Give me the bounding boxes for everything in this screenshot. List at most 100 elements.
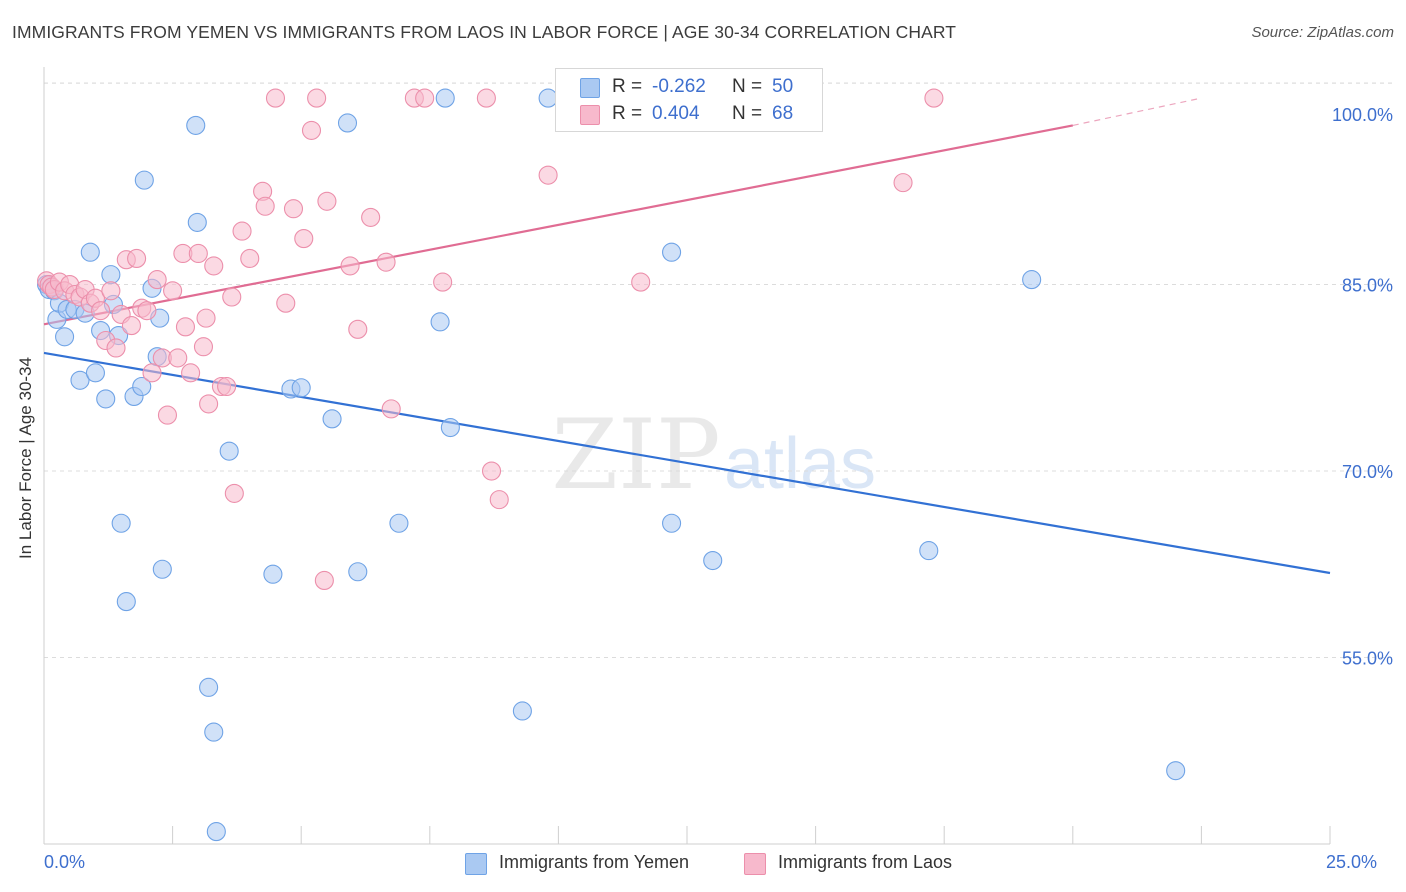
point-yemen (111, 513, 131, 533)
legend-label-yemen: Immigrants from Yemen (499, 852, 690, 872)
point-yemen (337, 113, 358, 133)
point-laos (361, 207, 381, 227)
point-laos (317, 191, 337, 211)
point-laos (631, 272, 651, 292)
point-laos (301, 120, 322, 140)
y-tick-labels: 55.0% 70.0% 85.0% 100.0% (1332, 105, 1393, 668)
legend-swatch-yemen (580, 78, 600, 98)
point-laos (142, 363, 162, 383)
chart-title: IMMIGRANTS FROM YEMEN VS IMMIGRANTS FROM… (12, 22, 957, 42)
point-laos (307, 88, 327, 108)
point-yemen (919, 541, 939, 561)
point-laos (376, 252, 396, 272)
point-yemen (263, 564, 283, 584)
point-yemen (322, 409, 342, 429)
legend-label-laos: Immigrants from Laos (778, 852, 953, 872)
legend-n-label: N = (732, 103, 763, 124)
point-yemen (70, 370, 90, 390)
point-laos (340, 256, 360, 276)
point-yemen (187, 212, 207, 232)
point-laos (433, 272, 453, 292)
legend-r-value-laos: 0.404 (652, 103, 700, 124)
point-laos (137, 301, 157, 321)
point-laos (232, 221, 252, 241)
point-yemen (206, 822, 226, 842)
legend-swatch-laos (744, 853, 766, 875)
point-laos (538, 165, 558, 185)
point-yemen (662, 242, 682, 262)
point-laos (181, 363, 201, 383)
point-laos (481, 461, 502, 481)
point-yemen (1166, 761, 1186, 781)
point-laos (157, 405, 178, 425)
point-laos (196, 308, 216, 328)
point-laos (163, 281, 183, 301)
x-axis-max-label: 25.0% (1326, 852, 1378, 872)
point-yemen (1022, 270, 1042, 290)
y-axis-title: In Labor Force | Age 30-34 (16, 357, 35, 559)
source-credit: Source: ZipAtlas.com (1251, 24, 1394, 41)
legend-n-label: N = (732, 76, 763, 97)
legend-r-label: R = (612, 76, 643, 97)
point-laos (175, 317, 196, 337)
point-laos (283, 199, 304, 219)
point-yemen (512, 701, 532, 721)
point-yemen (186, 115, 206, 135)
point-laos (199, 394, 219, 414)
point-yemen (152, 559, 172, 579)
point-laos (348, 319, 368, 339)
point-laos (489, 490, 509, 510)
y-tick-label: 100.0% (1332, 105, 1393, 125)
point-laos (415, 88, 435, 108)
point-yemen (435, 88, 455, 108)
point-laos (276, 293, 296, 313)
point-laos (314, 570, 334, 590)
y-tick-label: 70.0% (1342, 462, 1393, 482)
point-yemen (199, 677, 219, 697)
correlation-legend: R = -0.262 N = 50 R = 0.404 N = 68 (555, 68, 823, 132)
point-yemen (204, 722, 224, 742)
point-laos (204, 256, 224, 276)
point-yemen (440, 417, 460, 438)
point-laos (255, 196, 275, 216)
legend-swatch-laos (580, 105, 600, 125)
x-axis-min-label: 0.0% (44, 852, 86, 872)
legend-r-value-yemen: -0.262 (652, 76, 706, 97)
point-laos (168, 348, 188, 368)
point-yemen (80, 242, 100, 262)
point-laos (127, 248, 147, 269)
axes (43, 67, 1331, 845)
legend-n-value-laos: 68 (772, 103, 794, 124)
point-yemen (134, 170, 154, 190)
legend-n-value-yemen: 50 (772, 76, 794, 97)
point-laos (188, 243, 208, 264)
point-yemen (219, 441, 239, 461)
watermark: ZIP atlas (551, 399, 876, 511)
point-yemen (101, 265, 121, 285)
gridlines (44, 82, 1392, 659)
point-yemen (348, 562, 368, 582)
y-tick-label: 85.0% (1342, 276, 1393, 296)
point-yemen (96, 389, 116, 409)
point-yemen (703, 551, 723, 571)
point-laos (222, 287, 242, 307)
point-yemen (55, 327, 75, 347)
point-yemen (116, 592, 136, 612)
point-laos (476, 88, 496, 108)
point-laos (224, 483, 244, 503)
trend-line-yemen (43, 351, 1331, 575)
point-laos (217, 376, 237, 397)
data-points (37, 88, 1186, 842)
point-laos (147, 270, 167, 290)
point-laos (106, 338, 126, 358)
point-laos (381, 399, 401, 419)
point-laos (294, 229, 314, 249)
point-laos (101, 281, 121, 301)
trend-line-laos (43, 124, 1074, 326)
point-yemen (389, 513, 409, 533)
point-laos (893, 173, 913, 193)
point-yemen (132, 376, 152, 397)
legend-swatch-yemen (465, 853, 487, 875)
point-yemen (430, 312, 450, 332)
